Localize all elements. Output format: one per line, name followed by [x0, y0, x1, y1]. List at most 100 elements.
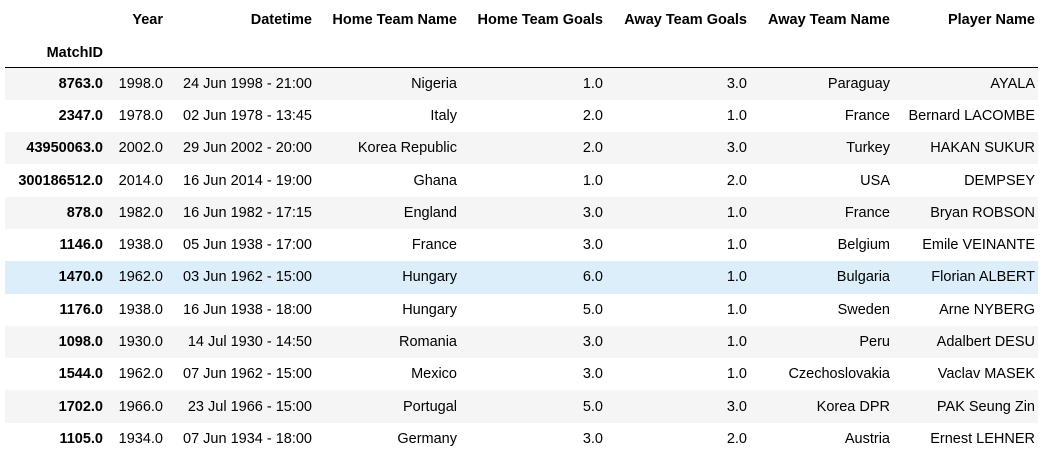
row-index: 1702.0 [58, 398, 103, 415]
index-header-blank [5, 0, 106, 39]
table-cell: Arne NYBERG [939, 301, 1035, 318]
table-cell: DEMPSEY [964, 172, 1035, 189]
column-header: Datetime [250, 11, 312, 28]
table-cell: France [844, 204, 890, 221]
table-cell: 16 Jun 1938 - 18:00 [183, 301, 312, 318]
table-cell: Belgium [837, 237, 890, 254]
table-cell: 1.0 [726, 237, 747, 254]
table-cell: PAK Seung Zin [936, 398, 1035, 415]
table-cell: Peru [859, 334, 890, 351]
column-header: Away Team Name [768, 11, 890, 28]
dataframe-table: Year Datetime Home Team Name Home Team G… [5, 0, 1038, 456]
table-row: 1105.0 1934.0 07 Jun 1934 - 18:00 Germany 3.… [5, 422, 1038, 456]
table-cell: Paraguay [827, 75, 890, 92]
table-cell: 07 Jun 1934 - 18:00 [183, 430, 312, 447]
table-cell: AYALA [990, 75, 1035, 92]
table-body: 8763.0 1998.0 24 Jun 1998 - 21:00 Nigeria 1.… [5, 67, 1038, 456]
table-cell: 1.0 [726, 334, 747, 351]
table-cell: 3.0 [582, 237, 603, 254]
table-cell: 05 Jun 1938 - 17:00 [183, 237, 312, 254]
table-cell: 2.0 [582, 107, 603, 124]
column-header: Away Team Goals [624, 11, 747, 28]
row-index: 2347.0 [58, 107, 103, 124]
table-cell: England [403, 204, 457, 221]
table-cell: 1938.0 [118, 301, 163, 318]
table-row: 878.0 1982.0 16 Jun 1982 - 17:15 England 3.0… [5, 196, 1038, 229]
table-cell: 23 Jul 1966 - 15:00 [187, 398, 312, 415]
table-cell: 03 Jun 1962 - 15:00 [183, 269, 312, 286]
table-cell: USA [860, 172, 890, 189]
table-cell: 1962.0 [118, 269, 163, 286]
index-name-row: MatchID [5, 39, 1038, 68]
table-cell: Korea Republic [357, 140, 457, 157]
table-cell: Hungary [402, 301, 457, 318]
table-cell: 3.0 [726, 398, 747, 415]
table-row: 2347.0 1978.0 02 Jun 1978 - 13:45 Italy 2.0 1… [5, 99, 1038, 133]
table-cell: 1934.0 [118, 430, 163, 447]
table-row: 1702.0 1966.0 23 Jul 1966 - 15:00 Portugal 5… [5, 390, 1038, 423]
table-cell: 07 Jun 1962 - 15:00 [183, 366, 312, 383]
table-cell: Mexico [411, 366, 457, 383]
table-cell: HAKAN SUKUR [930, 140, 1035, 157]
table-cell: 5.0 [582, 301, 603, 318]
table-cell: Florian ALBERT [931, 269, 1035, 286]
table-row: 1146.0 1938.0 05 Jun 1938 - 17:00 France 3.0… [5, 228, 1038, 262]
table-cell: 1.0 [582, 172, 603, 189]
table-row: 1098.0 1930.0 14 Jul 1930 - 14:50 Romania 3.… [5, 325, 1038, 359]
table-cell: 2.0 [726, 430, 747, 447]
row-index: 1146.0 [59, 237, 103, 254]
table-cell: Sweden [837, 301, 890, 318]
table-cell: 6.0 [582, 269, 603, 286]
table-cell: 3.0 [582, 334, 603, 351]
table-cell: France [411, 237, 457, 254]
column-header: Home Team Name [332, 11, 457, 28]
table-cell: Emile VEINANTE [922, 237, 1035, 254]
table-cell: 1.0 [726, 301, 747, 318]
row-index: 1098.0 [58, 334, 103, 351]
table-cell: Turkey [846, 140, 890, 157]
table-cell: 1938.0 [118, 237, 163, 254]
table-cell: France [844, 107, 890, 124]
column-header: Player Name [947, 11, 1035, 28]
table-cell: 1.0 [726, 366, 747, 383]
table-cell: 2.0 [582, 140, 603, 157]
row-index: 1470.0 [58, 269, 103, 286]
table-cell: 1982.0 [118, 204, 163, 221]
table-cell: 3.0 [582, 430, 603, 447]
table-cell: 1962.0 [118, 366, 163, 383]
table-row: 1176.0 1938.0 16 Jun 1938 - 18:00 Hungary 5.… [5, 293, 1038, 326]
table-row: 300186512.0 2014.0 16 Jun 2014 - 19:00 Ghan… [5, 164, 1038, 197]
table-cell: 29 Jun 2002 - 20:00 [183, 140, 312, 157]
table-row: 1544.0 1962.0 07 Jun 1962 - 15:00 Mexico 3.0… [5, 358, 1038, 391]
table-cell: 1966.0 [118, 398, 163, 415]
table-cell: Ghana [413, 172, 457, 189]
table-cell: 1.0 [726, 107, 747, 124]
row-index: 8763.0 [58, 75, 103, 92]
table-cell: Ernest LEHNER [930, 430, 1035, 447]
table-cell: 5.0 [582, 398, 603, 415]
row-index: 1176.0 [59, 301, 103, 318]
row-index: 1544.0 [58, 366, 103, 383]
table-cell: Korea DPR [816, 398, 890, 415]
table-cell: 3.0 [726, 140, 747, 157]
table-row: 1470.0 1962.0 03 Jun 1962 - 15:00 Hungary 6.… [5, 261, 1038, 294]
column-header-row: Year Datetime Home Team Name Home Team G… [5, 0, 1038, 39]
table-cell: Romania [398, 334, 457, 351]
table-cell: 14 Jul 1930 - 14:50 [187, 334, 312, 351]
table-cell: 1.0 [726, 269, 747, 286]
table-cell: Bernard LACOMBE [908, 107, 1035, 124]
table-cell: 3.0 [582, 366, 603, 383]
table-cell: 02 Jun 1978 - 13:45 [183, 107, 312, 124]
table-cell: Adalbert DESU [936, 334, 1035, 351]
table-cell: 2002.0 [118, 140, 163, 157]
table-cell: 16 Jun 2014 - 19:00 [183, 172, 312, 189]
table-cell: Italy [430, 107, 457, 124]
table-cell: 16 Jun 1982 - 17:15 [183, 204, 312, 221]
table-cell: 2.0 [726, 172, 747, 189]
table-cell: Hungary [402, 269, 457, 286]
table-cell: Austria [844, 430, 890, 447]
table-cell: 1.0 [726, 204, 747, 221]
table-cell: 24 Jun 1998 - 21:00 [183, 75, 312, 92]
index-name-header: MatchID [5, 39, 106, 68]
table-cell: Portugal [402, 398, 457, 415]
